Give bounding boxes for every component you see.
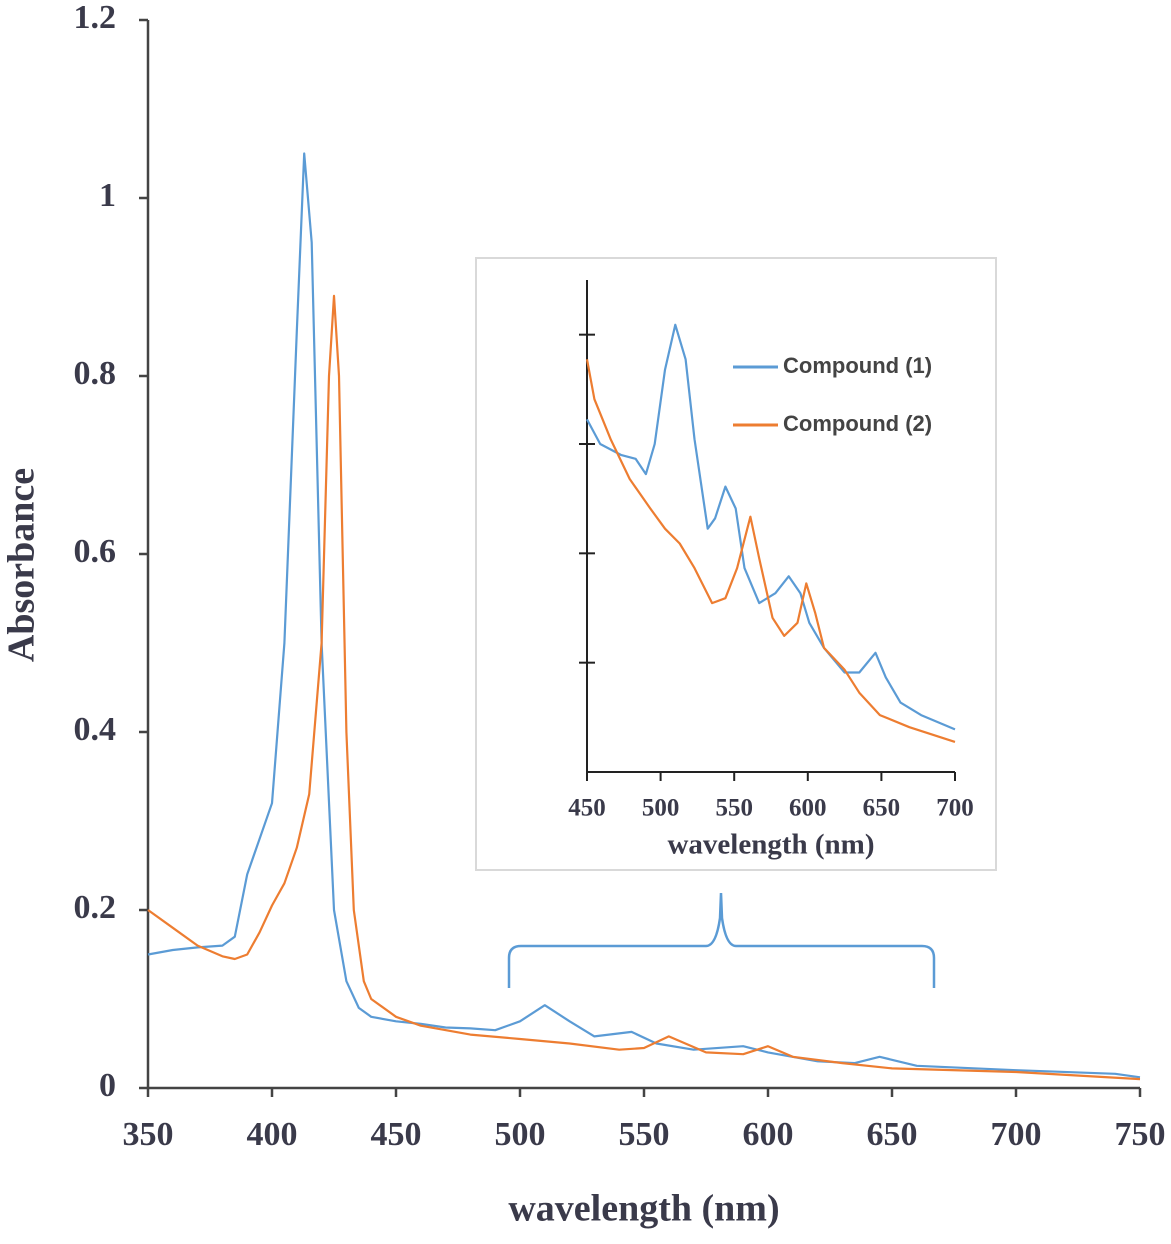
legend-label: Compound (1) — [783, 353, 932, 378]
y-tick-label: 1.2 — [74, 0, 117, 36]
x-tick-label: 450 — [568, 795, 606, 822]
x-tick-label: 450 — [371, 1116, 422, 1153]
zoom-bracket — [507, 892, 936, 988]
y-axis-label: Absorbance — [1, 468, 43, 662]
inset-frame — [475, 257, 997, 871]
data-line — [147, 294, 1141, 1081]
x-tick-label: 550 — [619, 1116, 670, 1153]
x-tick-label: 600 — [789, 795, 827, 822]
y-tick-label: 0.2 — [74, 889, 117, 926]
y-tick-label: 0.4 — [74, 711, 117, 748]
legend-label: Compound (2) — [783, 411, 932, 436]
x-tick-label: 500 — [495, 1116, 546, 1153]
y-tick-label: 1 — [99, 177, 116, 214]
y-tick-label: 0.6 — [74, 533, 117, 570]
x-tick-label: 650 — [863, 795, 901, 822]
data-line — [586, 323, 956, 731]
x-tick-label: 650 — [867, 1116, 918, 1153]
y-tick-label: 0.8 — [74, 355, 117, 392]
x-tick-label: 400 — [247, 1116, 298, 1153]
x-tick-label: 500 — [642, 795, 680, 822]
x-axis-label: wavelength (nm) — [508, 1188, 779, 1230]
x-tick-label: 700 — [991, 1116, 1042, 1153]
y-tick-label: 0 — [99, 1067, 116, 1104]
x-axis-label: wavelength (nm) — [667, 829, 874, 861]
x-tick-label: 550 — [715, 795, 753, 822]
x-tick-label: 700 — [936, 795, 974, 822]
data-line — [585, 359, 956, 743]
x-tick-label: 600 — [743, 1116, 794, 1153]
x-tick-label: 750 — [1115, 1116, 1166, 1153]
x-tick-label: 350 — [123, 1116, 174, 1153]
